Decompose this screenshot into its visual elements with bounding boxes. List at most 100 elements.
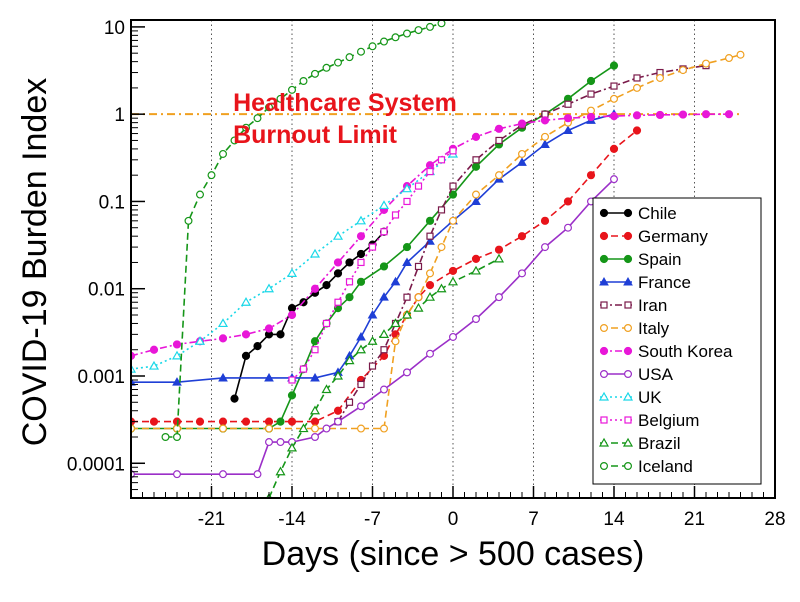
data-point-south-korea	[655, 110, 665, 120]
data-point-iceland	[242, 123, 251, 132]
y-tick-label: 0.01	[88, 280, 125, 301]
legend-entry-france: France	[599, 273, 691, 292]
data-point-italy	[678, 66, 687, 75]
data-point-south-korea	[494, 124, 504, 133]
data-point-iran	[380, 346, 388, 354]
data-point-brazil	[447, 276, 459, 286]
legend-marker	[623, 254, 633, 264]
data-point-chile	[253, 342, 262, 351]
data-point-usa	[334, 417, 343, 426]
data-point-spain	[402, 242, 412, 252]
data-point-italy	[724, 54, 733, 63]
data-point-iceland	[299, 77, 308, 86]
data-point-iceland	[391, 33, 400, 42]
data-point-belgium	[380, 228, 388, 236]
data-point-spain	[448, 190, 458, 199]
y-tick-label: 0.001	[77, 367, 125, 388]
data-point-usa	[322, 424, 331, 433]
data-point-usa	[472, 314, 481, 323]
data-point-usa	[265, 438, 274, 447]
data-point-belgium	[345, 278, 354, 286]
data-point-belgium	[391, 211, 400, 219]
data-point-south-korea	[287, 310, 297, 320]
data-point-brazil	[275, 466, 286, 476]
data-point-italy	[701, 59, 710, 68]
data-point-italy	[219, 424, 228, 433]
legend-box	[592, 197, 762, 485]
data-point-france	[218, 372, 228, 382]
burnout-annotation-line1: Healthcare System	[233, 89, 457, 117]
ticks-layer: -21 -14 -7 0 7 14 21 28 0.0001 0.001 0.01 0.1 1 10	[67, 18, 786, 530]
series-chile	[230, 227, 389, 403]
data-point-italy	[736, 50, 745, 59]
data-point-south-korea	[356, 232, 366, 241]
legend-entry-spain: Spain	[599, 250, 681, 269]
data-point-italy	[449, 216, 458, 225]
legend-marker	[622, 391, 634, 401]
data-point-uk	[378, 200, 390, 210]
x-tick-label: -7	[364, 509, 381, 530]
data-point-south-korea	[517, 119, 527, 128]
data-point-germany	[632, 126, 642, 135]
data-point-germany	[609, 144, 619, 154]
series-line-france	[131, 113, 615, 384]
data-point-chile	[345, 258, 354, 267]
data-point-italy	[632, 83, 641, 92]
y-tick-label: 10	[104, 18, 125, 39]
x-tick-label: 21	[684, 509, 705, 530]
data-point-iceland	[357, 47, 366, 56]
data-point-france	[517, 157, 527, 166]
data-point-iceland	[345, 53, 354, 62]
data-point-belgium	[368, 243, 377, 251]
data-point-usa	[311, 432, 320, 441]
y-axis-label: COVID-19 Burden Index	[16, 78, 54, 447]
y-tick-label: 0.0001	[67, 454, 125, 475]
y-tick-label: 1	[114, 105, 125, 126]
data-point-iceland	[184, 216, 193, 225]
data-point-spain	[356, 277, 366, 286]
series-line-germany	[131, 129, 638, 423]
data-point-uk	[332, 230, 344, 240]
data-point-france	[379, 292, 389, 301]
data-point-south-korea	[172, 340, 182, 349]
data-point-france	[563, 125, 573, 135]
data-point-spain	[425, 216, 435, 225]
legend-label: Belgium	[638, 411, 699, 430]
data-point-iceland	[276, 94, 285, 103]
data-point-usa	[449, 332, 458, 341]
data-point-germany	[471, 254, 481, 263]
data-point-brazil	[286, 442, 298, 452]
data-point-germany	[517, 232, 527, 241]
legend-marker	[623, 231, 633, 241]
data-point-iceland	[207, 171, 216, 180]
data-point-iran	[437, 206, 446, 214]
data-point-belgium	[357, 258, 365, 267]
data-point-iceland	[196, 190, 205, 199]
data-point-south-korea	[149, 345, 159, 354]
data-point-france	[356, 331, 366, 341]
data-point-brazil	[493, 253, 505, 263]
legend-label: UK	[638, 388, 662, 407]
data-point-france	[471, 196, 481, 205]
data-point-usa	[173, 470, 182, 479]
data-point-south-korea	[333, 258, 343, 267]
data-point-iran	[564, 100, 572, 108]
series-line-iran	[337, 64, 707, 423]
data-point-brazil	[424, 291, 436, 301]
legend-marker	[623, 276, 633, 286]
data-point-uk	[309, 248, 321, 258]
data-point-uk	[194, 336, 206, 345]
data-point-brazil	[344, 355, 355, 365]
data-point-uk	[171, 350, 183, 360]
legend-label: Chile	[638, 204, 677, 223]
legend-label: France	[638, 273, 691, 292]
data-point-south-korea	[310, 284, 320, 293]
data-point-south-korea	[701, 110, 711, 119]
data-point-brazil	[309, 405, 321, 415]
series-line-belgium	[291, 150, 454, 381]
data-point-spain	[586, 76, 596, 86]
legend-entry-germany: Germany	[599, 227, 708, 246]
data-point-iran	[472, 156, 480, 164]
legend-marker	[599, 254, 609, 264]
